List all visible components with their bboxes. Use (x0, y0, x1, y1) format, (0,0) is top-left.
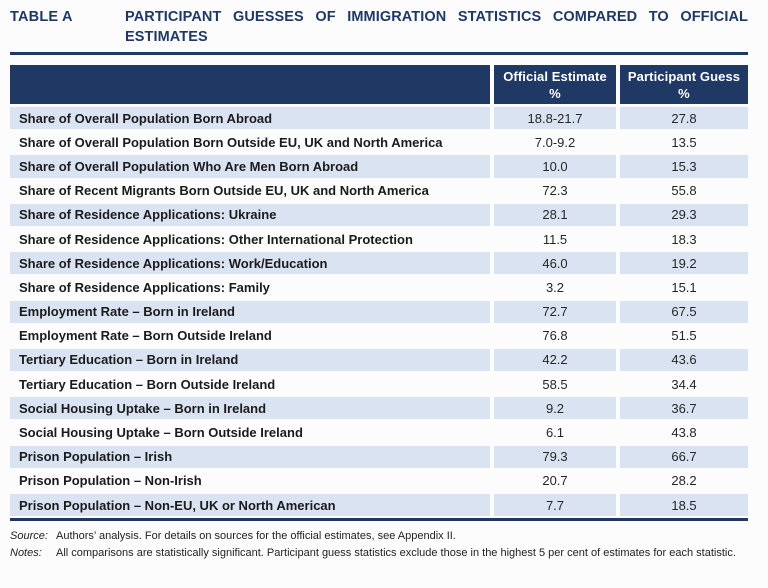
official-estimate-value: 58.5 (542, 376, 568, 392)
official-estimate-value: 28.1 (494, 203, 616, 226)
row-label: Share of Residence Applications: Work/Ed… (10, 252, 490, 275)
official-estimate-value: 7.7 (494, 494, 616, 517)
official-estimate-value: 20.7 (542, 473, 568, 489)
official-estimate-value: 11.5 (542, 231, 568, 247)
table-row: Share of Residence Applications: Work/Ed… (10, 252, 748, 275)
official-estimate-value: 72.3 (542, 183, 568, 199)
official-estimate-value: 76.8 (542, 328, 568, 344)
table-row: Share of Overall Population Born Abroad 1… (10, 107, 748, 130)
document-page: TABLE A PARTICIPANT GUESSES OF IMMIGRATI… (10, 7, 748, 561)
table-title: PARTICIPANT GUESSES OF IMMIGRATION STATI… (125, 7, 748, 47)
statistics-table: Official Estimate % Participant Guess % … (10, 65, 748, 517)
participant-guess-value: 55.8 (671, 183, 697, 199)
table-title-line2: ESTIMATES (125, 29, 208, 45)
row-label: Employment Rate – Born Outside Ireland (19, 328, 272, 344)
participant-guess-value: 15.1 (671, 279, 697, 295)
participant-guess-value: 51.5 (671, 328, 697, 344)
row-label: Tertiary Education – Born Outside Irelan… (19, 376, 276, 392)
source-label: Source: (10, 530, 48, 543)
participant-guess-value: 43.6 (620, 348, 748, 372)
official-estimate-value: 42.2 (494, 348, 616, 372)
official-estimate-value: 46.0 (494, 252, 616, 275)
official-estimate-value: 3.2 (545, 279, 565, 295)
row-label: Share of Overall Population Born Abroad (10, 107, 490, 130)
row-label: Prison Population – Irish (10, 445, 490, 468)
source-row: Source: Authors’ analysis. For details o… (10, 528, 748, 545)
table-label: TABLE A (10, 9, 73, 25)
table-row: Employment Rate – Born in Ireland 72.7 67.… (10, 300, 748, 323)
table-row: Prison Population – Non-EU, UK or North … (10, 494, 748, 517)
participant-guess-value: 36.7 (620, 397, 748, 420)
official-estimate-value: 10.0 (494, 155, 616, 178)
official-estimate-value: 18.8-21.7 (494, 107, 616, 130)
table-row: Social Housing Uptake – Born in Ireland 9… (10, 397, 748, 420)
table-row: Share of Residence Applications: Other I… (10, 228, 748, 250)
participant-guess-value: 28.2 (671, 473, 697, 489)
table-row: Share of Recent Migrants Born Outside EU… (10, 180, 748, 202)
notes-text: All comparisons are statistically signif… (56, 546, 736, 559)
table-header-row: Official Estimate % Participant Guess % (10, 65, 748, 104)
official-estimate-value: 9.2 (494, 397, 616, 420)
participant-guess-value: 18.5 (620, 494, 748, 517)
footer-notes: Source: Authors’ analysis. For details o… (10, 528, 748, 561)
participant-guess-value: 27.8 (620, 107, 748, 130)
row-label: Social Housing Uptake – Born in Ireland (10, 397, 490, 420)
table-row: Share of Overall Population Born Outside… (10, 131, 748, 153)
official-estimate-value: 7.0-9.2 (534, 134, 576, 150)
table-title-line1: PARTICIPANT GUESSES OF IMMIGRATION STATI… (125, 9, 748, 25)
row-label: Share of Recent Migrants Born Outside EU… (19, 183, 429, 199)
row-label: Employment Rate – Born in Ireland (10, 300, 490, 323)
participant-guess-value: 29.3 (620, 203, 748, 226)
table-title-block: TABLE A PARTICIPANT GUESSES OF IMMIGRATI… (10, 7, 748, 47)
row-label: Prison Population – Non-EU, UK or North … (10, 494, 490, 517)
row-label: Share of Residence Applications: Other I… (19, 231, 413, 247)
participant-guess-value: 34.4 (671, 376, 697, 392)
row-label: Tertiary Education – Born in Ireland (10, 348, 490, 372)
participant-guess-value: 18.3 (671, 231, 697, 247)
row-label: Share of Residence Applications: Family (19, 279, 270, 295)
participant-guess-value: 15.3 (620, 155, 748, 178)
table-row: Employment Rate – Born Outside Ireland 76… (10, 325, 748, 347)
participant-guess-header-unit: % (678, 85, 690, 101)
participant-guess-value: 13.5 (671, 134, 697, 150)
participant-guess-value: 43.8 (671, 425, 697, 441)
table-row: Prison Population – Irish 79.3 66.7 (10, 445, 748, 468)
title-rule (10, 52, 748, 55)
row-label: Share of Residence Applications: Ukraine (10, 203, 490, 226)
participant-guess-header-label: Participant Guess (627, 68, 741, 84)
official-estimate-header-label: Official Estimate (503, 68, 607, 84)
header-cell-participant-guess: Participant Guess % (620, 65, 748, 104)
table-row: Tertiary Education – Born Outside Irelan… (10, 373, 748, 395)
participant-guess-value: 67.5 (620, 300, 748, 323)
participant-guess-value: 19.2 (620, 252, 748, 275)
row-label: Social Housing Uptake – Born Outside Ire… (19, 425, 303, 441)
table-row: Share of Overall Population Who Are Men … (10, 155, 748, 178)
table-row: Share of Residence Applications: Family 3… (10, 276, 748, 298)
notes-label: Notes: (10, 546, 42, 559)
official-estimate-value: 6.1 (545, 425, 565, 441)
table-row: Tertiary Education – Born in Ireland 42.2… (10, 348, 748, 372)
table-body: Share of Overall Population Born Abroad 1… (10, 107, 748, 517)
header-cell-official-estimate: Official Estimate % (494, 65, 616, 104)
participant-guess-value: 66.7 (620, 445, 748, 468)
official-estimate-header-unit: % (549, 85, 561, 101)
row-label: Prison Population – Non-Irish (19, 473, 202, 489)
official-estimate-value: 79.3 (494, 445, 616, 468)
footer-rule (10, 518, 748, 522)
row-label: Share of Overall Population Born Outside… (19, 134, 443, 150)
table-row: Prison Population – Non-Irish 20.7 28.2 (10, 470, 748, 492)
official-estimate-value: 72.7 (494, 300, 616, 323)
table-row: Share of Residence Applications: Ukraine… (10, 203, 748, 226)
source-text: Authors’ analysis. For details on source… (56, 530, 456, 543)
row-label: Share of Overall Population Who Are Men … (10, 155, 490, 178)
header-cell-empty (10, 65, 490, 104)
notes-row: Notes: All comparisons are statistically… (10, 545, 748, 562)
table-row: Social Housing Uptake – Born Outside Ire… (10, 421, 748, 443)
